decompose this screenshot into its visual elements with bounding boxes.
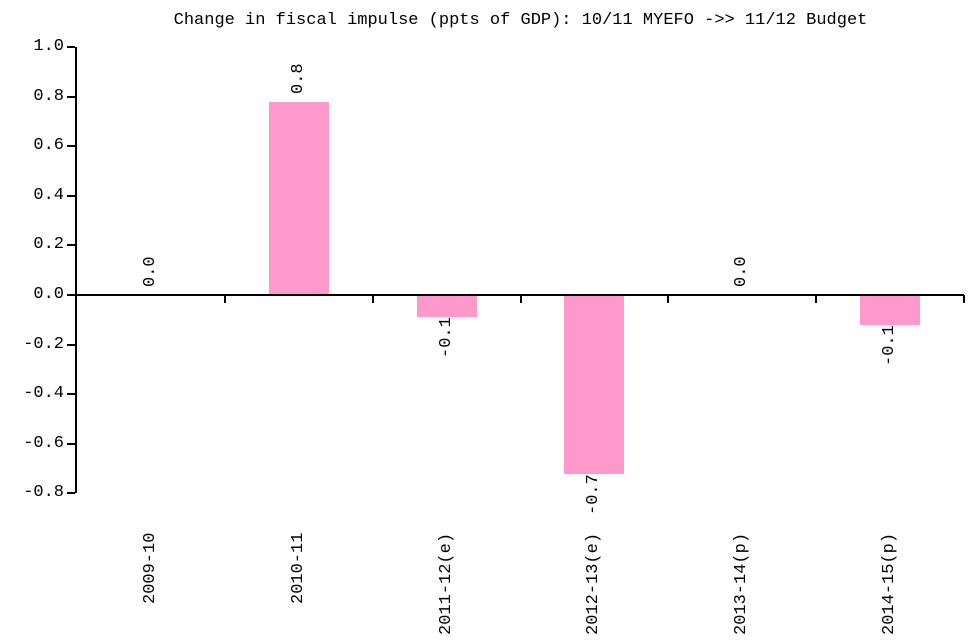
bar-value-label-2012-13(e): -0.7 (584, 473, 604, 515)
bar-value-label-2014-15(p): -0.1 (880, 324, 900, 366)
x-tick-2 (371, 295, 374, 303)
bar-value-label-2011-12(e): -0.1 (436, 317, 456, 359)
y-tick-0.2 (67, 244, 75, 247)
y-tick--0.4 (67, 393, 75, 396)
chart-title: Change in fiscal impulse (ppts of GDP): … (173, 11, 868, 30)
y-tick-label-0.8: 0.8 (33, 86, 64, 106)
x-tick-6 (963, 295, 965, 303)
y-tick-0.6 (67, 145, 75, 148)
x-category-label-2011-12(e): 2011-12(e) (436, 532, 456, 635)
y-tick-label--0.6: -0.6 (23, 433, 64, 453)
y-tick-label-0.0: 0.0 (33, 285, 64, 304)
y-tick-1.0 (67, 46, 75, 48)
y-tick-0.0 (67, 294, 75, 296)
y-tick-label--0.8: -0.8 (23, 483, 64, 503)
x-category-label-2013-14(p): 2013-14(p) (732, 532, 752, 635)
y-tick-label--0.2: -0.2 (23, 334, 64, 354)
y-tick-label-0.2: 0.2 (33, 235, 64, 255)
x-tick-3 (519, 295, 522, 303)
x-tick-1 (223, 295, 226, 303)
y-tick--0.8 (67, 492, 75, 495)
x-category-label-2012-13(e): 2012-13(e) (584, 532, 604, 635)
bar-2012-13(e) (564, 295, 625, 474)
y-tick-label-1.0: 1.0 (33, 37, 64, 56)
y-tick-label-0.4: 0.4 (33, 185, 64, 205)
y-tick-0.8 (67, 95, 75, 98)
bar-value-label-2009-10: 0.0 (140, 256, 160, 287)
x-category-label-2009-10: 2009-10 (140, 532, 160, 604)
y-axis-line (75, 47, 77, 494)
bar-2010-11 (268, 101, 329, 295)
y-tick-label-0.6: 0.6 (33, 136, 64, 156)
bar-value-label-2013-14(p): 0.0 (732, 256, 752, 287)
y-tick--0.2 (67, 343, 75, 346)
bar-2011-12(e) (416, 295, 477, 318)
x-tick-4 (667, 295, 670, 303)
bar-2014-15(p) (860, 295, 921, 325)
x-tick-5 (815, 295, 818, 303)
y-tick-0.4 (67, 194, 75, 197)
bar-value-label-2010-11: 0.8 (288, 62, 308, 94)
x-category-label-2014-15(p): 2014-15(p) (880, 532, 900, 635)
y-tick-label--0.4: -0.4 (23, 384, 64, 404)
x-category-label-2010-11: 2010-11 (288, 532, 308, 604)
y-tick--0.6 (67, 442, 75, 445)
